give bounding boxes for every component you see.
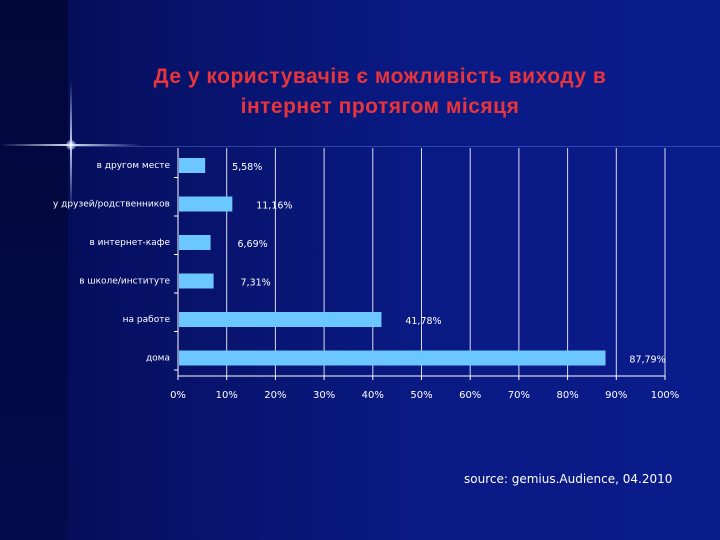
x-tick-label: 50% — [410, 390, 432, 401]
x-tick-label: 20% — [264, 390, 286, 401]
value-label: 7,31% — [241, 278, 271, 289]
light-flare-center — [66, 140, 76, 150]
x-tick-label: 90% — [605, 390, 627, 401]
bar — [179, 196, 233, 212]
divider-line — [72, 146, 720, 147]
bar — [179, 235, 211, 250]
bar — [179, 158, 206, 173]
value-label: 87,79% — [629, 355, 665, 366]
x-tick-label: 100% — [651, 390, 680, 401]
bar — [179, 350, 606, 366]
slide-title: Де у користувачів є можливість виходу в … — [80, 62, 680, 122]
category-label: в школе/институте — [79, 277, 170, 287]
slide-title-line-2: інтернет протягом місяця — [240, 95, 520, 118]
value-label: 6,69% — [237, 239, 267, 250]
value-label: 11,16% — [256, 201, 292, 212]
value-label: 41,78% — [405, 316, 441, 327]
value-label: 5,58% — [232, 162, 262, 173]
category-label: на работе — [123, 315, 171, 325]
slide-title-line-1: Де у користувачів є можливість виходу в — [153, 65, 607, 88]
category-label: дома — [146, 354, 170, 364]
x-tick-label: 60% — [459, 390, 481, 401]
category-label: в интернет-кафе — [90, 238, 171, 248]
source-note: source: gemius.Audience, 04.2010 — [464, 472, 673, 486]
left-decor-band — [0, 0, 68, 540]
bar — [179, 312, 382, 327]
x-tick-label: 70% — [508, 390, 530, 401]
bar — [179, 273, 214, 289]
x-tick-label: 10% — [216, 390, 238, 401]
x-tick-label: 30% — [313, 390, 335, 401]
x-tick-label: 0% — [170, 390, 186, 401]
category-label: в другом месте — [97, 161, 171, 171]
category-label: у друзей/родственников — [53, 200, 170, 210]
x-tick-label: 80% — [556, 390, 578, 401]
x-tick-label: 40% — [362, 390, 384, 401]
